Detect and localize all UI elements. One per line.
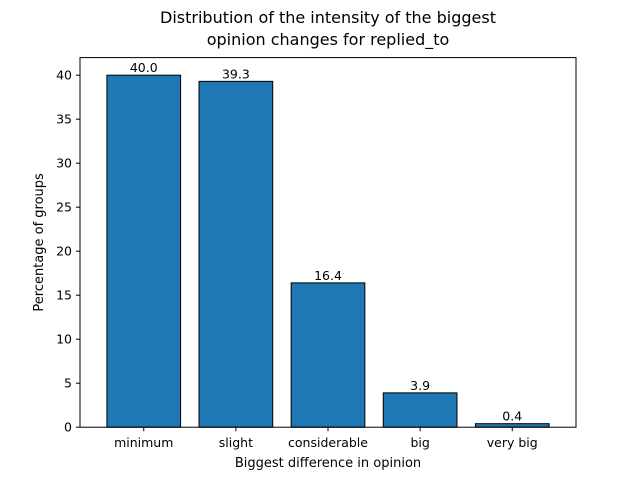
y-tick-label: 40: [56, 68, 72, 83]
y-tick-label: 10: [56, 332, 72, 347]
bar-value-label: 16.4: [314, 268, 342, 283]
y-tick-label: 20: [56, 244, 72, 259]
x-tick-label: big: [410, 435, 429, 450]
y-axis: 0 5 10 15 20 25 30 35 40: [56, 68, 80, 435]
bar-value-label: 3.9: [410, 378, 430, 393]
x-axis: minimum slight considerable big very big: [114, 427, 538, 450]
y-tick-label: 30: [56, 156, 72, 171]
bar-considerable: [290, 282, 366, 428]
bar-very-big: [474, 423, 550, 428]
y-tick-label: 5: [64, 376, 72, 391]
bar-minimum: [106, 74, 182, 428]
value-labels-layer: 40.0 39.3 16.4 3.9 0.4: [130, 60, 522, 423]
bar-big: [382, 392, 458, 428]
plot-area-frame: [79, 57, 577, 428]
bars-layer: [106, 74, 550, 428]
x-axis-label: Biggest difference in opinion: [235, 456, 421, 471]
bar-slight: [198, 80, 274, 428]
x-tick-label: minimum: [114, 435, 173, 450]
y-tick-label: 35: [56, 112, 72, 127]
x-tick-label: slight: [219, 435, 253, 450]
x-tick-label: very big: [487, 435, 538, 450]
y-tick-label: 15: [56, 288, 72, 303]
bar-value-label: 39.3: [222, 66, 250, 81]
x-tick-label: considerable: [288, 435, 368, 450]
chart-title-line-2: opinion changes for replied_to: [207, 30, 450, 50]
bar-value-label: 0.4: [502, 409, 522, 424]
y-axis-label: Percentage of groups: [32, 173, 47, 312]
y-tick-label: 0: [64, 420, 72, 435]
y-tick-label: 25: [56, 200, 72, 215]
chart-title-line-1: Distribution of the intensity of the big…: [160, 8, 496, 27]
bar-value-label: 40.0: [130, 60, 158, 75]
